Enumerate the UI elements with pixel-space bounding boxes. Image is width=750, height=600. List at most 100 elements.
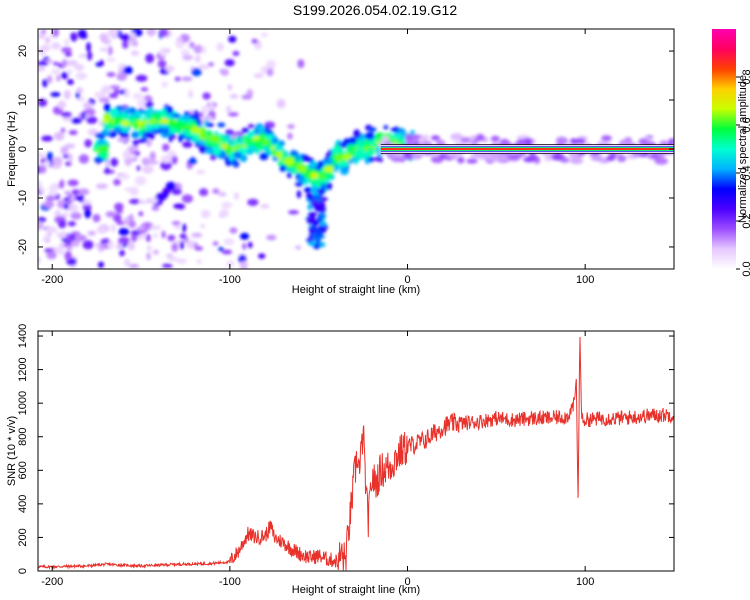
heatmap-cell <box>182 121 188 129</box>
heatmap-cell <box>145 53 155 64</box>
heatmap-cell <box>67 68 73 76</box>
heatmap-cell <box>70 117 82 124</box>
heatmap-cell <box>109 108 120 117</box>
colorbar-tick-label: 0.8 <box>741 69 750 84</box>
snr-xtick-label: 100 <box>576 576 594 588</box>
heatmap-cell <box>86 50 93 61</box>
heatmap-cell <box>188 89 194 99</box>
heatmap-cell <box>180 49 190 56</box>
heatmap-cell <box>310 185 318 194</box>
heatmap-cell <box>171 155 178 165</box>
heatmap-cell <box>638 138 649 146</box>
heatmap-cell <box>131 131 140 139</box>
heatmap-cell <box>184 132 194 138</box>
heatmap-cell <box>46 151 54 161</box>
heatmap-cell <box>140 87 149 92</box>
heatmap-cell <box>118 236 130 244</box>
heatmap-cell <box>286 172 292 179</box>
snr-xtick-label: -200 <box>41 576 63 588</box>
heatmap-cell <box>167 150 176 158</box>
colorbar-tick-label: 0.4 <box>741 165 750 180</box>
heatmap-cell <box>99 47 110 52</box>
heatmap-cell <box>117 137 129 143</box>
heatmap-cell <box>207 62 215 67</box>
heatmap-cell <box>60 111 72 118</box>
heatmap-cell <box>87 230 96 236</box>
heatmap-cell <box>38 152 46 158</box>
heatmap-cell <box>116 72 128 81</box>
heatmap-cell <box>208 134 218 142</box>
heatmap-cell <box>141 135 147 140</box>
heatmap-cell <box>153 115 162 122</box>
heatmap-cell <box>161 263 173 269</box>
heatmap-cell <box>50 164 62 169</box>
heatmap-cell <box>353 129 361 138</box>
heatmap-cell <box>198 64 210 70</box>
heatmap-cell <box>134 176 147 186</box>
heatmap-cell <box>166 253 174 259</box>
heatmap-cell <box>253 73 264 79</box>
heatmap-cell <box>64 190 72 196</box>
heatmap-cell <box>194 54 201 63</box>
heatmap-cell <box>199 223 206 229</box>
heatmap-cell <box>135 74 148 82</box>
heatmap-cell <box>174 76 181 82</box>
heatmap-cell <box>354 140 363 149</box>
heatmap-cell <box>477 134 485 142</box>
heatmap-cell <box>353 155 359 165</box>
heatmap-cell <box>296 190 302 199</box>
heatmap-cell <box>364 157 370 165</box>
heatmap-cell <box>110 157 119 167</box>
heatmap-cell <box>147 160 159 165</box>
heatmap-cell <box>189 41 195 49</box>
heatmap-cell <box>383 125 389 130</box>
heatmap-cell <box>107 46 113 56</box>
heatmap-cell <box>316 207 326 213</box>
heatmap-cell <box>66 244 73 251</box>
heatmap-cell <box>149 225 162 230</box>
heatmap-cell <box>469 153 484 159</box>
heatmap-cell <box>260 203 270 209</box>
heatmap-cell <box>555 136 568 145</box>
heatmap-cell <box>68 153 73 163</box>
heatmap-cell <box>247 198 259 206</box>
heatmap-cell <box>161 230 166 239</box>
heatmap-cell <box>315 230 323 238</box>
heatmap-cell <box>176 37 183 42</box>
heatmap-cell <box>220 68 229 76</box>
heatmap-blobs <box>38 29 674 269</box>
heatmap-cell <box>167 234 176 242</box>
heatmap-cell <box>193 109 199 116</box>
heatmap-cell <box>500 138 510 145</box>
heatmap-cell <box>128 220 136 229</box>
heatmap-cell <box>97 261 105 269</box>
snr-series-line <box>38 336 674 571</box>
heatmap-cell <box>54 210 62 218</box>
heatmap-cell <box>160 160 172 171</box>
heatmap-cell <box>235 140 246 145</box>
snr-ytick-label: 1200 <box>17 357 29 381</box>
heatmap-cell <box>123 216 130 226</box>
heatmap-cell <box>303 186 313 193</box>
spectrogram-ylabel: Frequency (Hz) <box>6 111 18 187</box>
heatmap-cell <box>64 51 72 57</box>
heatmap-cell <box>216 42 225 52</box>
heatmap-cell <box>196 116 201 126</box>
spectrogram-xtick-label: 100 <box>576 274 594 286</box>
heatmap-cell <box>259 152 269 161</box>
heatmap-cell <box>45 226 58 234</box>
heatmap-cell <box>276 98 286 109</box>
heatmap-cell <box>75 72 88 80</box>
heatmap-cell <box>544 156 554 162</box>
heatmap-cell <box>323 166 334 173</box>
heatmap-cell <box>103 102 111 111</box>
heatmap-cell <box>67 179 79 187</box>
heatmap-cell <box>94 156 104 163</box>
heatmap-cell <box>601 135 612 142</box>
heatmap-cell <box>331 147 341 154</box>
spectrogram-xlabel: Height of straight line (km) <box>292 284 420 296</box>
spectrogram-xtick-label: -100 <box>219 274 241 286</box>
heatmap-cell <box>99 33 110 40</box>
heatmap-cell <box>101 85 112 94</box>
